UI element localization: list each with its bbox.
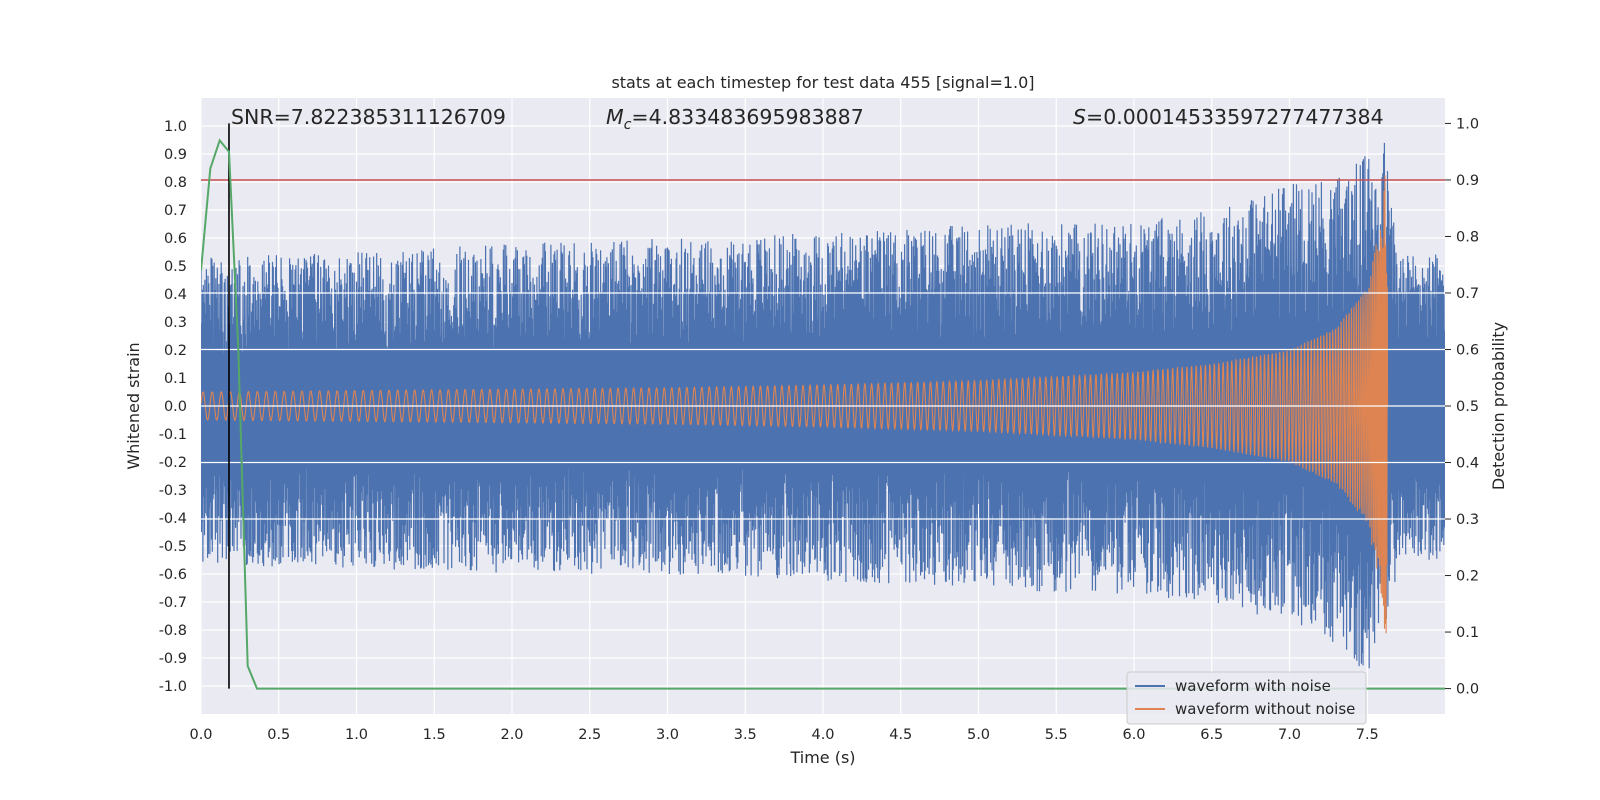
series-detection-probability [201,138,1445,690]
series-layer [201,123,1445,690]
snr-annotation: SNR=7.822385311126709 [231,105,506,129]
x-tick-label: 3.0 [656,727,679,743]
y-tick-label: 0.8 [164,175,187,191]
y2-tick-label: 0.0 [1456,682,1479,698]
x-tick-label: 2.5 [578,727,601,743]
y-tick-label: -1.0 [159,679,187,695]
y-tick-label: 0.7 [164,203,187,219]
y-axis-ticks: 1.0 0.9 0.8 0.7 0.6 0.5 0.4 0.3 0.2 0.1 0.0 -0.1 -0.… [159,119,187,695]
y2-tick-label: 1.0 [1456,116,1479,132]
x-tick-label: 2.0 [500,727,523,743]
y2-tick-label: 0.6 [1456,342,1479,358]
x-tick-label: 6.5 [1200,727,1223,743]
mc-symbol: M [606,105,624,129]
y-tick-label: -0.9 [159,651,187,667]
y-tick-label: 0.6 [164,231,187,247]
y-tick-label: 0.3 [164,315,187,331]
y-tick-label: -0.1 [159,427,187,443]
x-tick-label: 1.0 [345,727,368,743]
x-tick-label: 1.5 [423,727,446,743]
y-tick-label: -0.8 [159,623,187,639]
y-tick-label: -0.3 [159,483,187,499]
y-tick-label: 0.5 [164,259,187,275]
y2-tick-label: 0.9 [1456,173,1479,189]
y-axis-label: Whitened strain [124,342,143,469]
y-tick-label: 0.2 [164,343,187,359]
y-tick-label: -0.7 [159,595,187,611]
x-tick-label: 4.5 [889,727,912,743]
y2-tick-label: 0.5 [1456,399,1479,415]
x-tick-label: 0.0 [189,727,212,743]
legend-box [1126,671,1367,725]
mc-annotation: Mc=4.833483695983887 [606,105,864,133]
y2-axis-label: Detection probability [1489,322,1508,490]
legend: waveform with noise waveform without noi… [1126,671,1367,725]
x-tick-label: 3.5 [734,727,757,743]
y-tick-label: 0.4 [164,287,187,303]
mc-subscript: c [624,117,632,133]
x-tick-label: 7.5 [1356,727,1379,743]
y-tick-label: 1.0 [164,119,187,135]
y-tick-label: -0.6 [159,567,187,583]
x-tick-label: 5.5 [1045,727,1068,743]
x-tick-label: 6.0 [1122,727,1145,743]
legend-label-noise: waveform with noise [1175,677,1331,695]
chart-title: stats at each timestep for test data 455… [611,73,1034,92]
y-tick-label: -0.4 [159,511,187,527]
x-tick-label: 0.5 [267,727,290,743]
s-annotation: S=0.00014533597277477384 [1073,105,1384,129]
x-tick-label: 5.0 [967,727,990,743]
x-axis-ticks: 0.0 0.5 1.0 1.5 2.0 2.5 3.0 3.5 4.0 4.5 5.0 5.5 6.0 6… [189,727,1378,743]
y-tick-label: 0.0 [164,399,187,415]
y2-tick-label: 0.4 [1456,456,1479,472]
x-tick-label: 4.0 [811,727,834,743]
y2-tick-label: 0.8 [1456,229,1479,245]
s-symbol: S [1073,105,1086,129]
legend-label-no-noise: waveform without noise [1175,700,1355,718]
y-tick-label: 0.9 [164,147,187,163]
y-tick-label: -0.2 [159,455,187,471]
x-tick-label: 7.0 [1278,727,1301,743]
y2-tick-label: 0.7 [1456,286,1479,302]
mc-value: =4.833483695983887 [631,105,863,129]
s-value: =0.00014533597277477384 [1086,105,1384,129]
y-tick-label: -0.5 [159,539,187,555]
y-tick-label: 0.1 [164,371,187,387]
y2-tick-label: 0.3 [1456,512,1479,528]
y2-tick-label: 0.1 [1456,625,1479,641]
y2-tick-label: 0.2 [1456,569,1479,585]
x-axis-label: Time (s) [789,748,855,767]
y2-axis-ticks: 1.0 0.9 0.8 0.7 0.6 0.5 0.4 0.3 0.2 0.1 0.0 [1445,116,1479,698]
